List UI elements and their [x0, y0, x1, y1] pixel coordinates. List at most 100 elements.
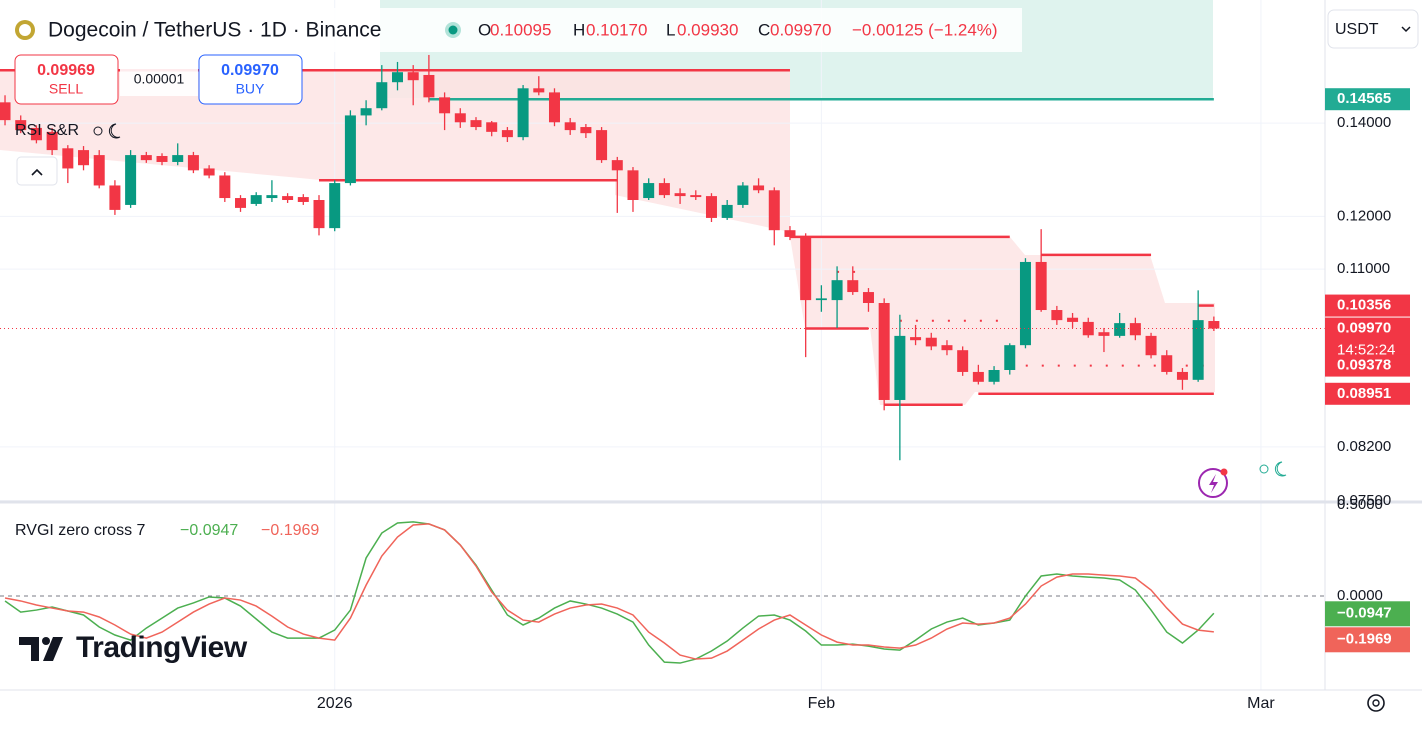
spread-bg — [120, 64, 198, 96]
candle-body — [1004, 345, 1016, 370]
candle-body — [941, 345, 953, 351]
candle-body — [392, 72, 403, 83]
settings-icon[interactable] — [1367, 694, 1385, 712]
price-label: 0.08951 — [1337, 385, 1391, 402]
candle-body — [831, 280, 843, 301]
candle-body — [344, 115, 356, 184]
ohlc-value: 0.09970 — [770, 20, 831, 39]
y-tick-label: 0.14000 — [1337, 114, 1391, 131]
y-tick-label: 0.5000 — [1337, 496, 1383, 513]
candle-body — [753, 185, 765, 191]
candle-body — [1145, 335, 1157, 356]
candle-body — [486, 122, 498, 132]
brand-logo — [19, 637, 39, 661]
sell-label[interactable]: SELL — [49, 81, 83, 97]
y-tick-label: 0.0000 — [1337, 587, 1383, 604]
value-label-bg — [1325, 601, 1410, 627]
candle-body — [972, 371, 984, 382]
candle-body — [1129, 323, 1141, 336]
candle-body — [109, 185, 121, 210]
marks — [0, 54, 1325, 664]
currency-label[interactable]: USDT — [1335, 21, 1379, 38]
candle-body — [125, 155, 137, 205]
buy-label[interactable]: BUY — [236, 81, 265, 97]
resistance-zone — [790, 237, 1215, 405]
candle-body — [925, 337, 937, 347]
candle-body — [611, 160, 623, 171]
candle-body — [1019, 261, 1031, 346]
candle-body — [1051, 310, 1063, 321]
oscillator-title[interactable]: RVGI zero cross 7 — [15, 522, 146, 539]
oscillator-line — [4, 523, 1214, 660]
sell-button[interactable] — [14, 54, 119, 105]
candle-body — [172, 155, 184, 162]
value-label-bg — [1325, 627, 1410, 653]
sell-price[interactable]: 0.09969 — [37, 62, 95, 79]
x-tick-label: 2026 — [317, 695, 353, 712]
candle-body — [627, 170, 639, 201]
candle-body — [1208, 321, 1220, 329]
candle-body — [1176, 371, 1188, 380]
ohlc-key: H — [573, 20, 585, 39]
candle-body — [156, 156, 168, 162]
moon-icon[interactable] — [108, 123, 121, 139]
brand-logo — [42, 637, 50, 645]
settings-icon-inner — [1372, 699, 1380, 707]
spread: 0.00001 — [134, 71, 185, 87]
ohlc-key: O — [478, 20, 491, 39]
lightning-bolt — [1209, 474, 1218, 493]
candle-body — [250, 195, 262, 204]
indicator-label[interactable]: RSI S&R — [15, 122, 79, 139]
candle-body — [439, 97, 451, 114]
candle-body — [705, 196, 717, 218]
price-label-bg — [1325, 317, 1410, 362]
candle-body — [596, 130, 608, 161]
header-bg — [0, 8, 1022, 52]
notification-dot — [1220, 468, 1228, 476]
candle-body — [219, 175, 231, 199]
price-label-bg — [1325, 88, 1410, 111]
countdown: 14:52:24 — [1337, 342, 1395, 359]
coin-logo-inner — [19, 24, 31, 36]
ohlc-key: C — [758, 20, 770, 39]
buy-button[interactable] — [198, 54, 303, 105]
price-label: 0.09970 — [1337, 320, 1391, 337]
moon-icon[interactable] — [1274, 461, 1287, 477]
y-tick-label: 0.08200 — [1337, 438, 1391, 455]
candle-body — [988, 369, 1000, 382]
symbol-title[interactable]: Dogecoin / TetherUS · 1D · Binance — [48, 19, 381, 42]
sun-icon[interactable] — [93, 126, 103, 136]
candle-body — [1035, 261, 1047, 311]
ohlc-value: 0.10170 — [586, 20, 647, 39]
lightning-icon[interactable] — [1198, 468, 1228, 498]
candle-body — [15, 120, 27, 131]
y-tick-label: 0.12000 — [1337, 207, 1391, 224]
candle-body — [800, 236, 812, 301]
status-dot-inner — [448, 25, 458, 35]
sun-icon[interactable] — [1259, 464, 1269, 474]
candle-body — [140, 155, 152, 161]
candle-body — [737, 185, 749, 205]
candle-body — [360, 108, 372, 116]
candle-body — [30, 127, 42, 141]
candle-body — [878, 303, 890, 400]
price-label-bg — [1325, 382, 1410, 405]
ohlc-value: 0.10095 — [490, 20, 551, 39]
y-tick-label: 0.07500 — [1337, 492, 1391, 509]
candle-body — [658, 183, 670, 196]
candle-body — [470, 120, 482, 128]
candle-body — [407, 72, 419, 81]
candle-body — [376, 82, 388, 109]
candle-body — [815, 298, 827, 301]
candle-body — [768, 190, 780, 231]
currency-button[interactable] — [1327, 9, 1419, 49]
x-tick-label: Feb — [808, 695, 836, 712]
ohlc-key: L — [666, 20, 675, 39]
candle-body — [501, 130, 513, 138]
candle-body — [297, 197, 309, 202]
candle-body — [674, 193, 686, 197]
buy-price[interactable]: 0.09970 — [221, 62, 279, 79]
brand-name: TradingView — [76, 631, 248, 664]
x-tick-label: Mar — [1247, 695, 1275, 712]
